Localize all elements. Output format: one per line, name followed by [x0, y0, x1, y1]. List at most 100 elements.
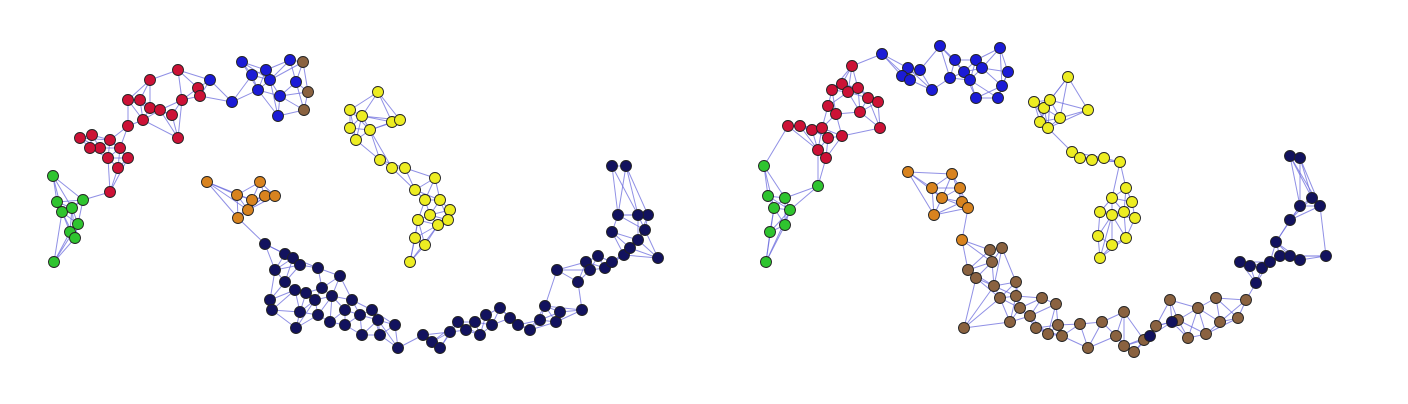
- graph-node-blue: [904, 74, 916, 86]
- graph-edge: [765, 209, 791, 263]
- graph-node-red: [846, 60, 858, 72]
- graph-node-navy: [1250, 277, 1262, 289]
- graph-node-green: [758, 160, 770, 172]
- graph-edge: [963, 297, 1001, 329]
- graph-edge: [142, 119, 179, 139]
- graph-node-navy: [1284, 250, 1296, 262]
- graph-node-yellow: [344, 104, 356, 116]
- graph-node-navy: [1314, 200, 1326, 212]
- graph-edge: [269, 61, 304, 81]
- graph-node-navy: [639, 224, 651, 236]
- graph-node-brown: [1214, 316, 1226, 328]
- graph-node-navy: [1284, 150, 1296, 162]
- graph-node-navy: [1144, 330, 1156, 342]
- graph-node-blue: [284, 54, 296, 66]
- graph-node-navy: [1244, 260, 1256, 272]
- graph-node-navy: [1264, 256, 1276, 268]
- graph-node-orange: [242, 204, 254, 216]
- graph-node-green: [764, 226, 776, 238]
- graph-edge: [907, 171, 943, 199]
- graph-node-blue: [976, 62, 988, 74]
- graph-node-red: [122, 120, 134, 132]
- graph-node-navy: [534, 314, 546, 326]
- graph-node-brown: [1192, 302, 1204, 314]
- graph-edge: [52, 175, 84, 201]
- graph-node-brown: [1096, 316, 1108, 328]
- graph-node-yellow: [1092, 230, 1104, 242]
- graph-node-blue: [1002, 66, 1014, 78]
- graph-node-red: [112, 162, 124, 174]
- left-cluster-graph: [47, 54, 664, 354]
- graph-node-navy: [334, 270, 346, 282]
- graph-edge: [963, 285, 995, 329]
- graph-node-green: [768, 202, 780, 214]
- graph-node-red: [94, 142, 106, 154]
- graph-edge: [611, 165, 619, 216]
- graph-node-navy: [426, 336, 438, 348]
- graph-edge: [961, 239, 993, 263]
- graph-node-navy: [452, 316, 464, 328]
- graph-node-green: [48, 256, 60, 268]
- graph-node-red: [854, 106, 866, 118]
- graph-node-red: [172, 132, 184, 144]
- graph-edge: [237, 217, 266, 245]
- graph-node-red: [836, 78, 848, 90]
- graph-node-brown: [994, 292, 1006, 304]
- graph-edge: [1299, 157, 1313, 199]
- graph-node-blue: [272, 110, 284, 122]
- graph-node-blue: [964, 74, 976, 86]
- graph-node-blue: [264, 74, 276, 86]
- graph-node-navy: [264, 294, 276, 306]
- graph-node-brown: [1014, 302, 1026, 314]
- graph-node-navy: [290, 322, 302, 334]
- graph-node-navy: [312, 262, 324, 274]
- graph-node-red: [782, 120, 794, 132]
- graph-node-brown: [1050, 298, 1062, 310]
- graph-node-green: [69, 232, 81, 244]
- graph-node-navy: [642, 209, 654, 221]
- graph-node-navy: [392, 342, 404, 354]
- graph-node-green: [784, 204, 796, 216]
- graph-node-red: [806, 124, 818, 136]
- graph-node-blue: [876, 48, 888, 60]
- graph-node-red: [154, 104, 166, 116]
- graph-edge: [963, 277, 977, 329]
- graph-node-navy: [294, 306, 306, 318]
- graph-node-navy: [1274, 250, 1286, 262]
- graph-node-red: [822, 100, 834, 112]
- graph-edge: [907, 171, 953, 175]
- graph-node-brown: [302, 86, 314, 98]
- graph-node-orange: [926, 182, 938, 194]
- graph-node-brown: [962, 264, 974, 276]
- graph-node-brown: [1128, 346, 1140, 358]
- graph-node-red: [836, 130, 848, 142]
- graph-node-yellow: [444, 204, 456, 216]
- graph-node-yellow: [372, 86, 384, 98]
- graph-node-red: [862, 92, 874, 104]
- graph-node-brown: [1036, 292, 1048, 304]
- graph-node-orange: [936, 192, 948, 204]
- graph-node-navy: [434, 342, 446, 354]
- graph-node-yellow: [1038, 102, 1050, 114]
- graph-node-orange: [946, 168, 958, 180]
- graph-node-navy: [339, 304, 351, 316]
- graph-node-red: [114, 142, 126, 154]
- graph-node-navy: [279, 276, 291, 288]
- graph-node-brown: [1118, 306, 1130, 318]
- graph-node-green: [779, 219, 791, 231]
- graph-node-red: [822, 132, 834, 144]
- graph-edge: [1049, 99, 1089, 111]
- graph-node-blue: [992, 92, 1004, 104]
- graph-node-yellow: [1082, 104, 1094, 116]
- graph-node-orange: [254, 176, 266, 188]
- graph-node-navy: [524, 324, 536, 336]
- graph-node-green: [56, 206, 68, 218]
- graph-edge: [625, 165, 639, 216]
- graph-node-yellow: [404, 256, 416, 268]
- graph-edge: [1067, 76, 1089, 111]
- graph-node-yellow: [424, 209, 436, 221]
- graph-node-yellow: [1094, 206, 1106, 218]
- graph-node-navy: [460, 324, 472, 336]
- graph-node-navy: [1294, 152, 1306, 164]
- graph-node-navy: [539, 300, 551, 312]
